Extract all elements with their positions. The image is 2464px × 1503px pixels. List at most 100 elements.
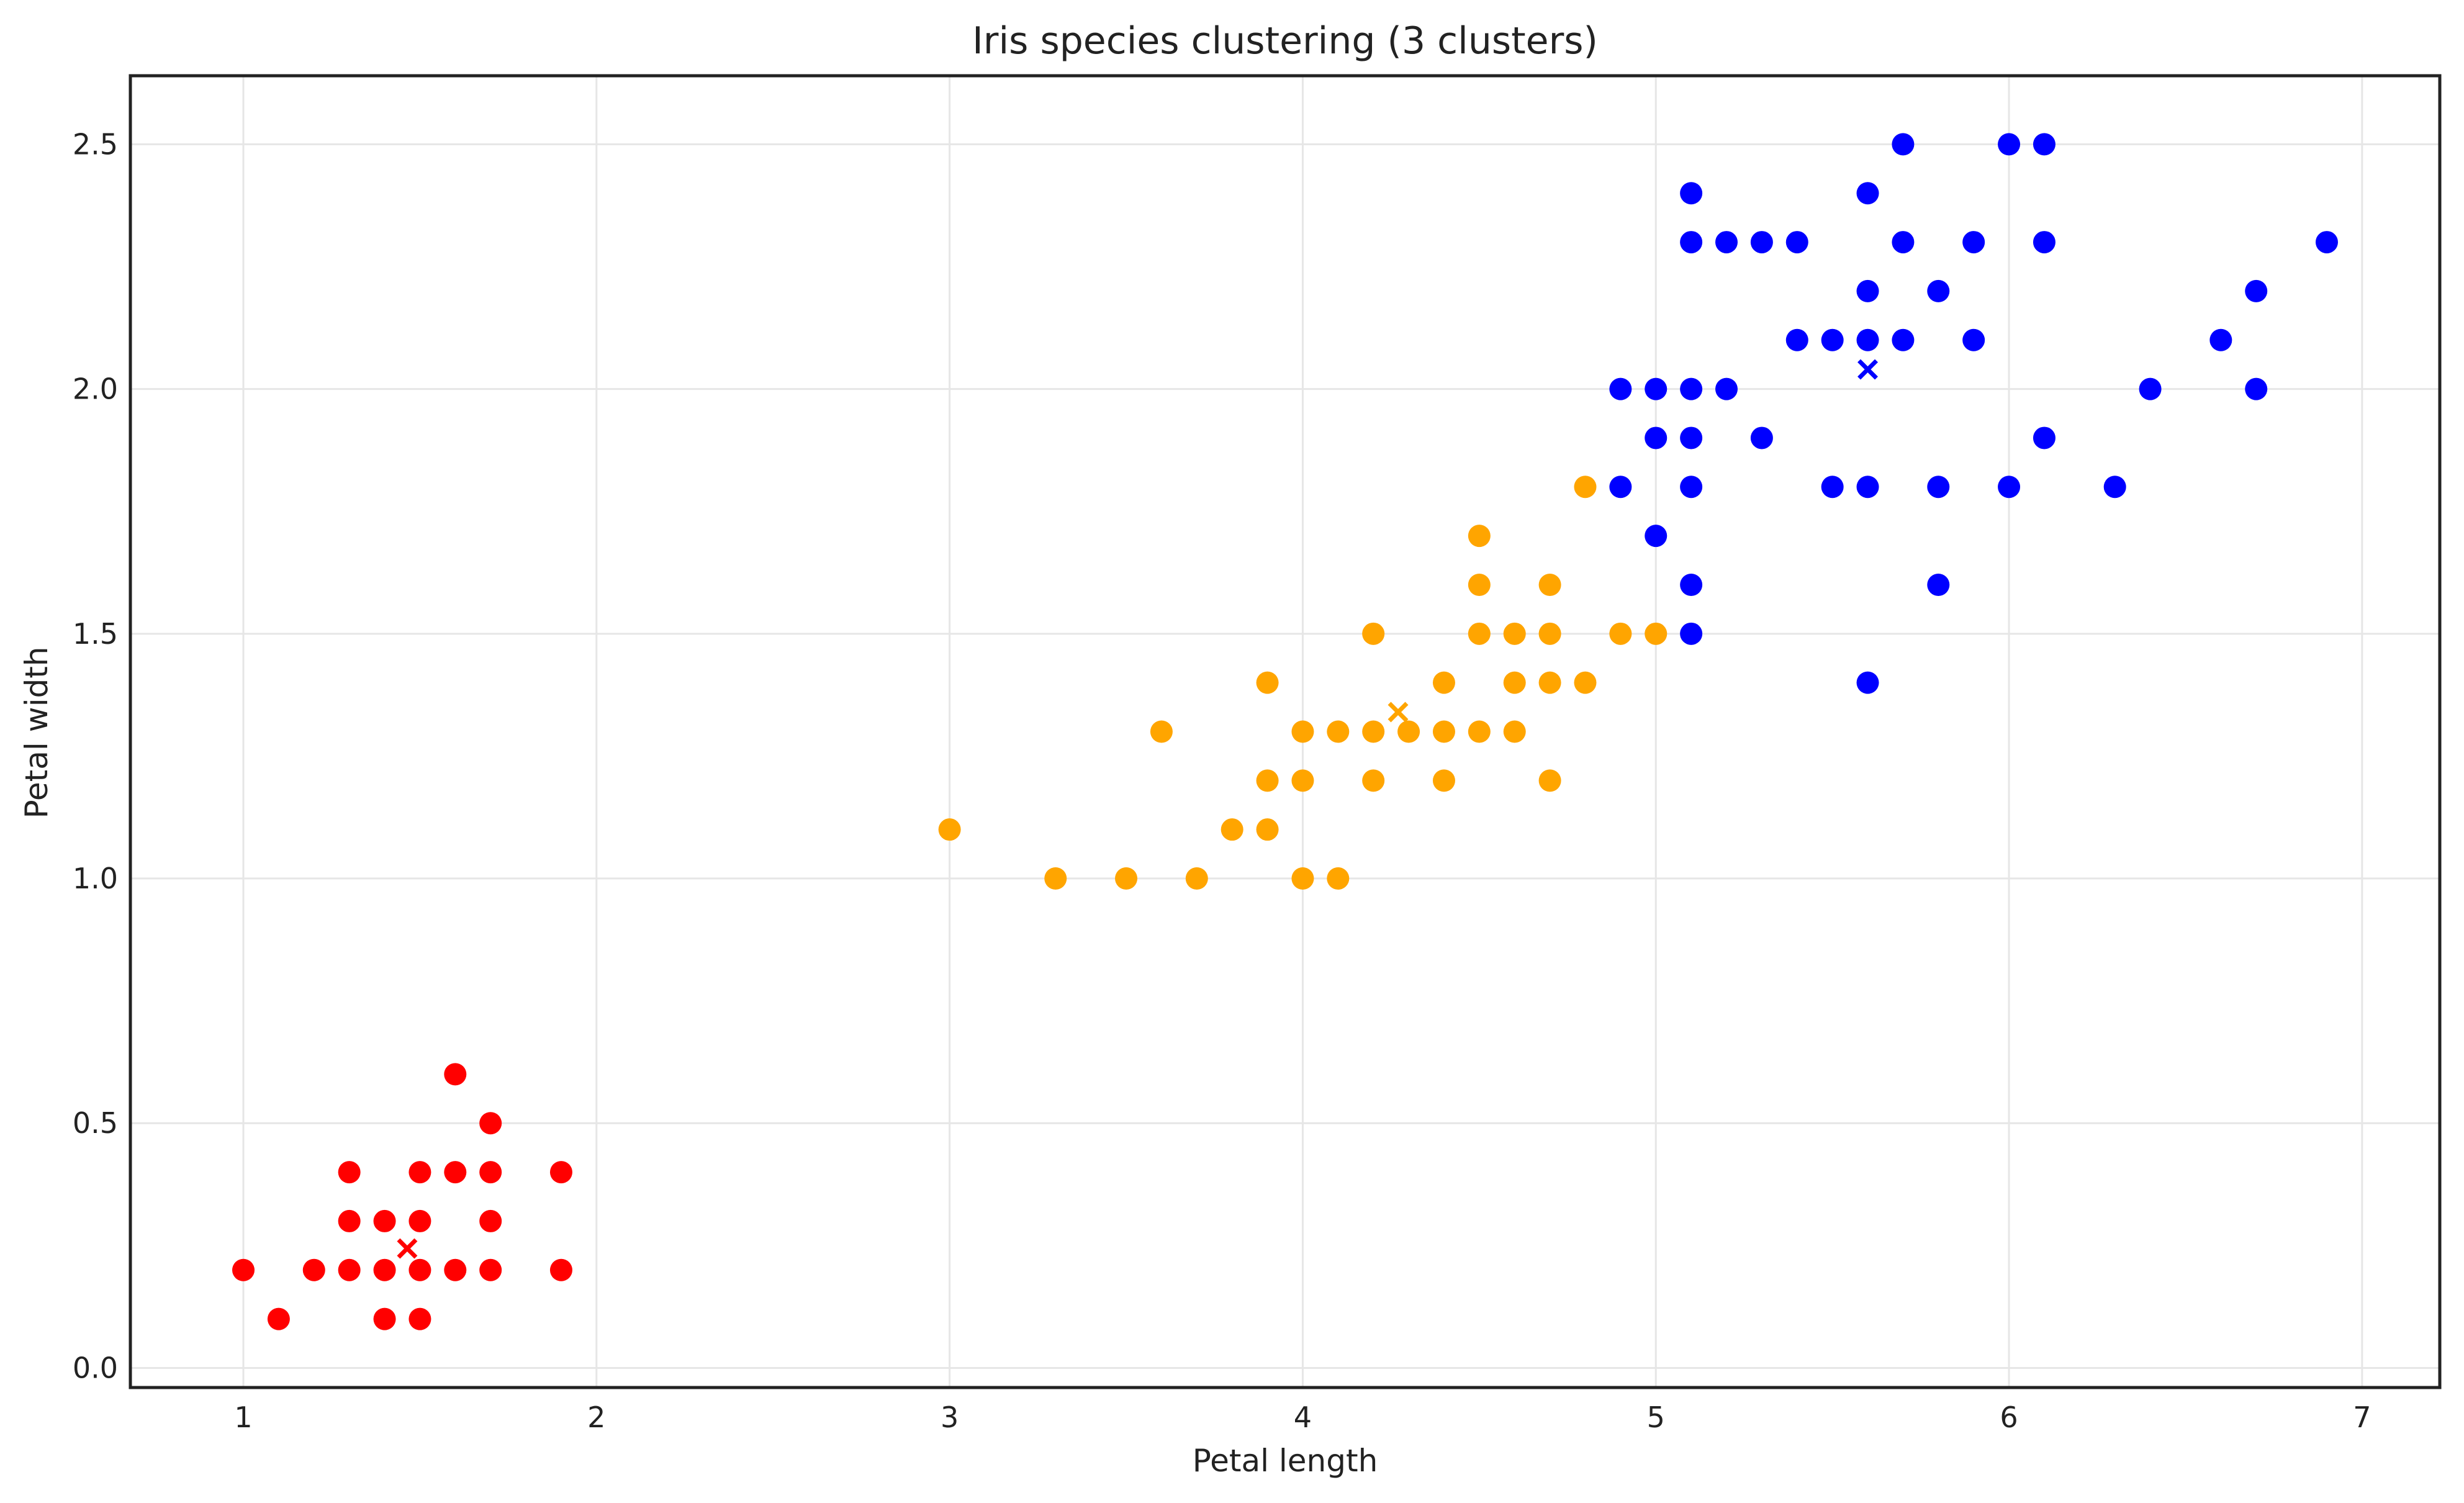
data-point xyxy=(408,1258,431,1281)
data-point xyxy=(1468,573,1491,596)
data-point xyxy=(1927,476,1950,499)
x-tick-label: 5 xyxy=(1647,1401,1665,1434)
y-tick-label: 0.5 xyxy=(73,1106,118,1140)
data-point xyxy=(408,1307,431,1330)
x-tick-label: 4 xyxy=(1294,1401,1312,1434)
data-point xyxy=(1503,671,1526,694)
x-tick-label: 2 xyxy=(587,1401,605,1434)
data-point xyxy=(1821,328,1844,351)
centroid-marker xyxy=(1388,702,1409,723)
data-point xyxy=(1574,476,1597,499)
data-point xyxy=(1362,622,1385,645)
x-axis-ticks: 1 2 3 4 5 6 7 xyxy=(234,1401,2371,1434)
data-point xyxy=(479,1112,502,1135)
data-point xyxy=(1892,133,1915,156)
data-point xyxy=(1856,671,1879,694)
data-point xyxy=(1715,231,1738,254)
data-point xyxy=(1750,231,1773,254)
y-axis-label: Petal width xyxy=(19,647,55,819)
data-point xyxy=(1150,720,1173,743)
data-point xyxy=(1185,867,1208,890)
y-tick-label: 2.5 xyxy=(73,127,118,161)
data-point xyxy=(373,1258,396,1281)
data-point xyxy=(1256,769,1279,792)
data-point xyxy=(1645,377,1667,400)
data-point xyxy=(1680,573,1703,596)
data-point xyxy=(2103,476,2126,499)
data-point xyxy=(338,1258,361,1281)
data-point xyxy=(1397,720,1420,743)
data-point xyxy=(479,1209,502,1232)
y-tick-label: 1.5 xyxy=(73,617,118,651)
data-point xyxy=(1892,328,1915,351)
data-point xyxy=(1432,720,1455,743)
data-point xyxy=(1645,525,1667,548)
y-tick-label: 1.0 xyxy=(73,862,118,895)
data-point xyxy=(1291,769,1314,792)
data-point xyxy=(1645,622,1667,645)
x-tick-label: 1 xyxy=(234,1401,252,1434)
data-point xyxy=(1680,377,1703,400)
data-point xyxy=(1221,818,1243,841)
data-point xyxy=(1327,720,1350,743)
data-point xyxy=(2033,231,2056,254)
data-point xyxy=(2245,279,2268,302)
data-point xyxy=(1680,427,1703,449)
data-point xyxy=(1256,818,1279,841)
data-point xyxy=(2209,328,2232,351)
data-point xyxy=(1680,182,1703,205)
x-tick-label: 7 xyxy=(2353,1401,2371,1434)
data-point xyxy=(1856,328,1879,351)
data-point xyxy=(408,1209,431,1232)
data-point xyxy=(1115,867,1138,890)
x-axis-label: Petal length xyxy=(1193,1443,1378,1479)
data-point xyxy=(1927,279,1950,302)
data-point xyxy=(479,1161,502,1184)
y-axis-ticks: 0.0 0.5 1.0 1.5 2.0 2.5 xyxy=(73,127,118,1384)
data-point xyxy=(1785,231,1808,254)
data-point xyxy=(1962,231,1985,254)
data-point xyxy=(1327,867,1350,890)
data-point xyxy=(1362,720,1385,743)
data-point xyxy=(1962,328,1985,351)
data-point xyxy=(1468,525,1491,548)
chart-title: Iris species clustering (3 clusters) xyxy=(972,19,1598,63)
data-point xyxy=(1432,671,1455,694)
data-point xyxy=(1256,671,1279,694)
data-point xyxy=(1503,720,1526,743)
data-point xyxy=(444,1161,467,1184)
data-point xyxy=(232,1258,255,1281)
data-point xyxy=(1680,622,1703,645)
y-tick-label: 2.0 xyxy=(73,372,118,406)
data-point xyxy=(1927,573,1950,596)
data-point xyxy=(2033,133,2056,156)
data-point xyxy=(1715,377,1738,400)
data-point xyxy=(1291,867,1314,890)
data-point xyxy=(1785,328,1808,351)
data-point xyxy=(2139,377,2162,400)
data-point xyxy=(444,1258,467,1281)
data-point xyxy=(1538,622,1561,645)
data-point xyxy=(1609,622,1632,645)
data-point xyxy=(1998,476,2021,499)
data-point xyxy=(1574,671,1597,694)
data-point xyxy=(444,1063,467,1086)
x-tick-label: 6 xyxy=(2000,1401,2018,1434)
data-point xyxy=(408,1161,431,1184)
data-point xyxy=(373,1209,396,1232)
data-point xyxy=(338,1161,361,1184)
data-point xyxy=(1468,622,1491,645)
data-point xyxy=(1998,133,2021,156)
data-point xyxy=(1044,867,1067,890)
data-point xyxy=(1680,476,1703,499)
data-point xyxy=(1680,231,1703,254)
data-points xyxy=(232,133,2338,1330)
data-point xyxy=(302,1258,325,1281)
data-point xyxy=(2315,231,2338,254)
y-tick-label: 0.0 xyxy=(73,1351,118,1384)
data-point xyxy=(1856,182,1879,205)
data-point xyxy=(1856,476,1879,499)
data-point xyxy=(1362,769,1385,792)
plot-frame xyxy=(129,74,2442,1389)
